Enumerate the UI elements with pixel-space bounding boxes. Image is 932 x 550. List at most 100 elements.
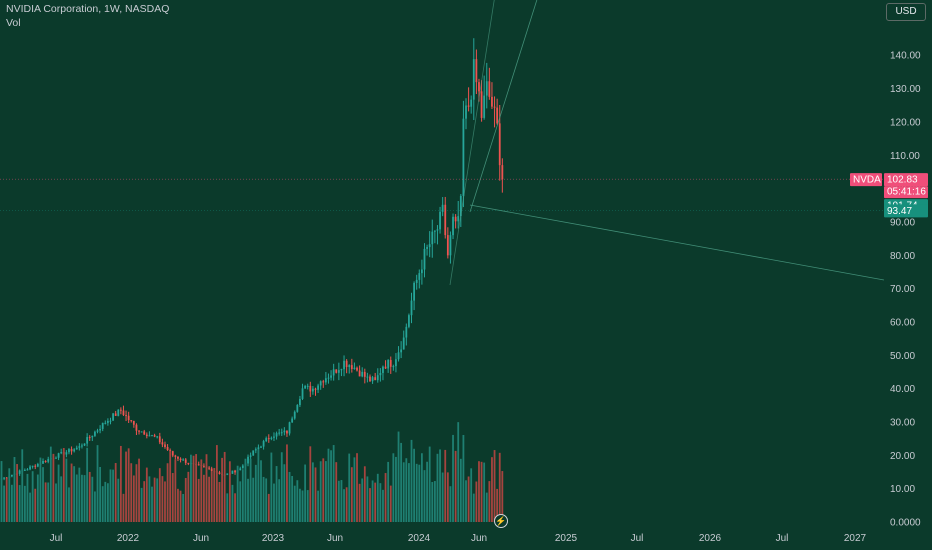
y-axis-tick-label: 120.00 [890, 117, 921, 128]
volume-bar [358, 483, 361, 522]
candle-body [231, 470, 234, 474]
volume-bar [197, 478, 200, 522]
volume-bar [273, 483, 275, 522]
volume-bar [309, 446, 312, 522]
volume-bar [44, 482, 47, 522]
volume-bar [68, 487, 70, 522]
volume-bar [371, 480, 374, 522]
candle-body [382, 366, 384, 373]
volume-bar [254, 464, 257, 522]
volume-bar [260, 460, 262, 522]
candle-body [138, 430, 140, 432]
candle-body [5, 477, 8, 479]
volume-bar [374, 482, 377, 522]
candle-body [431, 231, 434, 245]
volume-bar [249, 458, 252, 522]
volume-bar [296, 480, 299, 522]
candle-body [441, 204, 444, 212]
candle-body [112, 413, 114, 421]
volume-bar [234, 493, 236, 522]
volume-bar [166, 463, 169, 522]
lightning-icon[interactable]: ⚡ [494, 514, 508, 528]
volume-bar [213, 468, 216, 522]
volume-bar [39, 457, 42, 522]
volume-bar [485, 492, 488, 522]
volume-bar [288, 471, 291, 522]
y-axis-tick-label: 40.00 [890, 384, 915, 395]
volume-bar [52, 453, 55, 522]
candle-body [423, 248, 426, 270]
candle-body [288, 422, 291, 434]
volume-bar [317, 490, 319, 522]
candle-body [369, 376, 371, 382]
volume-bar [31, 471, 34, 522]
volume-bar [21, 449, 24, 522]
volume-bar [145, 467, 148, 522]
candle-body [94, 431, 96, 436]
volume-bar [29, 492, 31, 522]
volume-bar [392, 453, 395, 522]
volume-bar [184, 478, 187, 522]
volume-indicator-label[interactable]: Vol [6, 17, 21, 29]
volume-bar [190, 454, 192, 522]
candle-body [132, 420, 135, 425]
candle-body [291, 418, 294, 423]
candle-body [345, 360, 348, 368]
candle-body [397, 352, 400, 360]
candle-body [485, 81, 488, 96]
trendline-steep [469, 0, 538, 213]
candle-body [286, 430, 288, 434]
candle-body [99, 428, 102, 431]
candle-body [254, 449, 257, 451]
volume-bar [327, 448, 330, 522]
candle-body [324, 378, 327, 383]
candle-body [353, 367, 356, 369]
candle-body [389, 360, 392, 367]
candle-body [415, 279, 418, 283]
volume-bar [459, 458, 462, 522]
candle-body [387, 360, 390, 369]
x-axis-tick-label: 2025 [555, 533, 578, 544]
volume-bar [109, 469, 112, 522]
volume-bar [376, 473, 379, 522]
volume-bar [205, 454, 208, 522]
volume-bar [291, 475, 294, 522]
volume-bar [223, 451, 226, 522]
candle-body [10, 474, 13, 477]
volume-bar [257, 449, 260, 522]
x-axis-tick-label: Jul [631, 533, 644, 544]
currency-button[interactable]: USD [886, 3, 926, 21]
x-axis-tick-label: 2023 [262, 533, 285, 544]
y-axis-tick-label: 10.00 [890, 484, 915, 495]
candle-body [332, 369, 335, 376]
y-axis-tick-label: 70.00 [890, 284, 915, 295]
volume-bar [472, 493, 475, 522]
candle-body [356, 367, 358, 371]
volume-bar [75, 474, 78, 522]
volume-bar [353, 457, 356, 522]
volume-bar [91, 476, 94, 522]
nvda-symbol-badge: NVDA [853, 175, 881, 186]
volume-bar [23, 485, 26, 522]
candle-body [319, 381, 322, 386]
volume-bar [439, 449, 441, 522]
candles-group [0, 38, 504, 482]
countdown-badge-bg [884, 186, 928, 199]
candle-body [428, 244, 431, 248]
volume-bar [119, 445, 122, 522]
candle-body [117, 409, 120, 416]
volume-bar [3, 485, 5, 522]
candle-body [275, 433, 278, 437]
candle-body [86, 437, 89, 444]
volume-bar [151, 486, 153, 522]
volume-bar [13, 457, 16, 522]
volume-bar [182, 493, 185, 522]
candle-body [273, 436, 275, 438]
candle-body [75, 447, 78, 450]
candle-body [374, 377, 377, 381]
candle-body [384, 366, 387, 369]
volume-bar [88, 471, 91, 522]
candle-body [467, 105, 470, 107]
candle-body [330, 375, 332, 378]
